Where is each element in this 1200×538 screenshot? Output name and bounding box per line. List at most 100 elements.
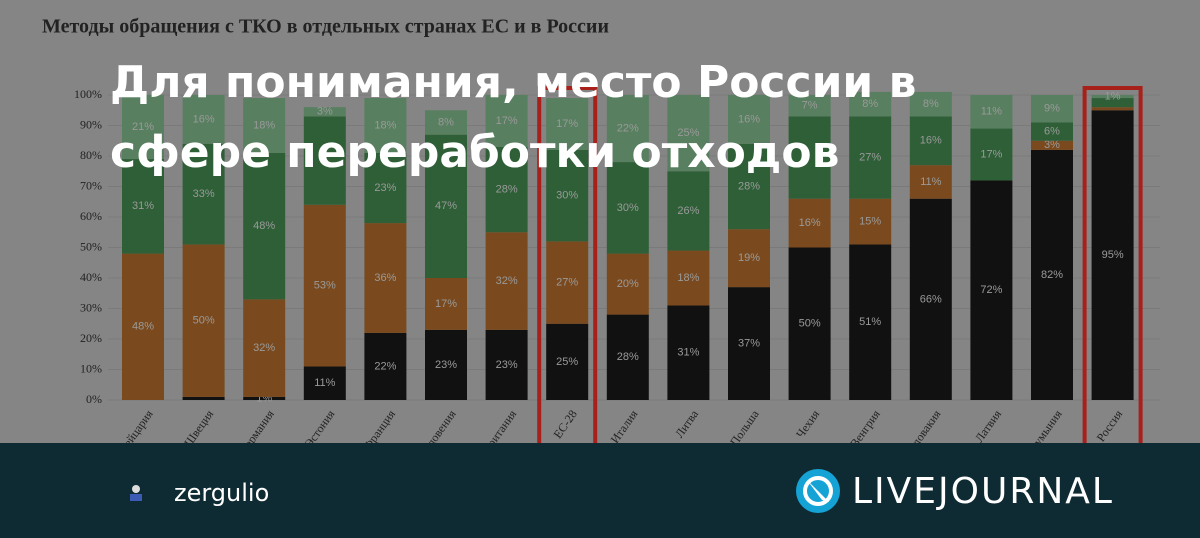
data-label: 19% [738,252,760,264]
data-label: 47% [435,200,457,212]
bar-segment [849,116,892,199]
bar-segment [425,278,467,330]
data-label: 95% [1102,249,1124,261]
data-label: 16% [799,217,821,229]
data-label: 6% [1044,126,1060,138]
data-label: 66% [920,293,942,305]
bar-segment [1031,149,1073,400]
data-label: 36% [374,272,396,284]
data-label: 22% [374,360,396,372]
data-label: 27% [859,151,881,163]
bar-segment [122,253,164,400]
bar-segment [122,95,164,160]
data-label: 18% [677,272,699,284]
bar-segment [788,116,831,199]
bar-segment [425,134,467,278]
bar-segment [1031,95,1073,123]
data-label: 30% [617,202,639,214]
data-label: 26% [677,205,699,217]
bar-segment [1031,122,1073,141]
bar-segment [788,247,831,400]
data-label: 72% [980,284,1002,296]
bar-segment [182,95,225,144]
bar-segment [182,396,225,400]
bar-segment [849,244,892,400]
data-label: 8% [862,98,878,110]
data-label: 16% [738,113,760,125]
author-name[interactable]: zergulio [174,479,270,507]
y-tick-label: 50% [80,239,102,253]
bar-segment [1091,95,1134,99]
bar-segment [546,149,589,242]
data-label: 48% [253,220,275,232]
chart-title: Методы обращения с ТКО в отдельных стран… [42,16,609,38]
bar-segment [425,329,467,400]
bar-segment [909,116,952,166]
brand-name[interactable]: LIVEJOURNAL [852,471,1114,512]
bar-segment [606,314,649,400]
y-tick-label: 60% [80,209,102,223]
data-label: 1% [1105,90,1121,102]
bar-segment [667,171,710,251]
data-label: 30% [556,190,578,202]
bar-segment [485,95,528,147]
bar-segment [546,323,589,400]
bar-segment [1091,107,1134,111]
author-avatar[interactable] [126,483,146,503]
bar-segment [182,143,225,245]
bar-segment [970,128,1013,181]
y-tick-label: 40% [80,270,102,284]
bar-segment [606,253,649,315]
headline-line: Для понимания, место России в [110,57,917,108]
data-label: 53% [314,280,336,292]
y-tick-label: 0% [86,392,102,406]
bar-segment [849,91,892,117]
headline: Для понимания, место России в сфере пере… [110,48,916,188]
bar-segment [364,223,407,333]
bar-segment [849,198,892,245]
data-label: 51% [859,316,881,328]
data-label: 48% [132,321,154,333]
bar-segment [1091,110,1134,400]
data-label: 8% [438,116,454,128]
y-tick-label: 90% [80,117,102,131]
data-label: 32% [253,342,275,354]
bar-segment [485,232,528,330]
data-label: 23% [496,359,518,371]
data-label: 28% [738,180,760,192]
data-label: 32% [496,275,518,287]
y-tick-label: 100% [74,87,102,101]
data-label: 17% [980,148,1002,160]
bar-segment [122,159,164,254]
data-label: 23% [435,359,457,371]
data-label: 16% [193,113,215,125]
data-label: 9% [1044,103,1060,115]
data-label: 11% [314,377,335,389]
data-label: 17% [556,118,578,130]
bar-segment [546,98,589,150]
data-label: 37% [738,337,760,349]
data-label: 23% [374,182,396,194]
bar-segment [243,396,286,400]
data-label: 31% [677,347,699,359]
data-label: 27% [556,276,578,288]
bar-segment [788,198,831,248]
bar-segment [606,95,649,163]
data-label: 28% [617,351,639,363]
bar-segment [909,91,952,117]
bar-segment [728,287,770,400]
bar-segment [728,95,770,144]
y-tick-label: 30% [80,300,102,314]
bar-segment [728,229,770,288]
bar-segment [303,204,346,367]
y-tick-label: 80% [80,148,102,162]
bar-segment [243,98,286,153]
bar-segment [970,95,1013,129]
data-label: 31% [132,200,154,212]
data-label: 50% [799,318,821,330]
y-tick-label: 10% [80,361,102,375]
highlight-box [1082,86,1143,443]
footer: zergulio LIVEJOURNAL [0,443,1200,538]
brand-logo[interactable] [795,468,841,514]
